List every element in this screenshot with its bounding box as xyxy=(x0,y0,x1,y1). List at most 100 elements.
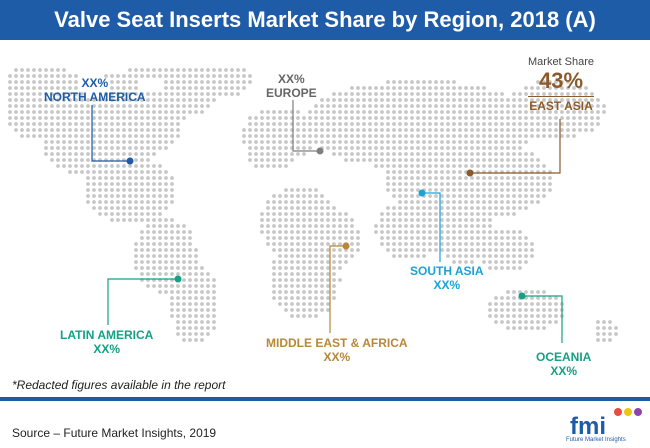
map-dot xyxy=(584,92,588,96)
map-dot xyxy=(170,314,174,318)
map-dot xyxy=(524,308,528,312)
map-dot xyxy=(512,158,516,162)
map-dot xyxy=(458,236,462,240)
map-dot xyxy=(308,284,312,288)
map-dot xyxy=(20,116,24,120)
map-dot xyxy=(158,290,162,294)
map-dot xyxy=(152,164,156,168)
map-dot xyxy=(86,152,90,156)
map-dot xyxy=(512,98,516,102)
map-dot xyxy=(428,86,432,90)
map-dot xyxy=(104,104,108,108)
map-dot xyxy=(254,128,258,132)
map-dot xyxy=(68,134,72,138)
map-dot xyxy=(458,206,462,210)
map-dot xyxy=(524,248,528,252)
map-dot xyxy=(386,98,390,102)
map-dot xyxy=(482,128,486,132)
map-dot xyxy=(200,92,204,96)
map-dot xyxy=(56,152,60,156)
map-dot xyxy=(536,200,540,204)
map-dot xyxy=(152,260,156,264)
map-dot xyxy=(338,260,342,264)
map-dot xyxy=(146,248,150,252)
map-dot xyxy=(428,188,432,192)
map-dot xyxy=(338,266,342,270)
map-dot xyxy=(512,200,516,204)
map-dot xyxy=(464,242,468,246)
map-dot xyxy=(548,98,552,102)
map-dot xyxy=(200,320,204,324)
map-dot xyxy=(56,92,60,96)
map-dot xyxy=(146,98,150,102)
map-dot xyxy=(308,314,312,318)
map-dot xyxy=(482,206,486,210)
mea-marker xyxy=(342,242,350,250)
map-dot xyxy=(434,212,438,216)
map-dot xyxy=(206,104,210,108)
map-dot xyxy=(416,254,420,258)
map-dot xyxy=(320,134,324,138)
map-dot xyxy=(290,158,294,162)
map-dot xyxy=(440,152,444,156)
map-dot xyxy=(290,242,294,246)
map-dot xyxy=(416,86,420,90)
map-dot xyxy=(410,170,414,174)
map-dot xyxy=(188,320,192,324)
map-dot xyxy=(170,284,174,288)
map-dot xyxy=(284,296,288,300)
map-dot xyxy=(116,116,120,120)
map-dot xyxy=(500,314,504,318)
map-dot xyxy=(134,134,138,138)
map-dot xyxy=(440,212,444,216)
map-dot xyxy=(482,134,486,138)
map-dot xyxy=(482,110,486,114)
map-dot xyxy=(164,140,168,144)
map-dot xyxy=(188,308,192,312)
map-dot xyxy=(254,134,258,138)
map-dot xyxy=(596,110,600,114)
map-dot xyxy=(26,68,30,72)
map-dot xyxy=(236,74,240,78)
map-dot xyxy=(272,194,276,198)
europe-label: XX% EUROPE xyxy=(266,72,317,100)
map-dot xyxy=(548,122,552,126)
map-dot xyxy=(278,122,282,126)
map-dot xyxy=(116,80,120,84)
map-dot xyxy=(326,260,330,264)
map-dot xyxy=(392,188,396,192)
map-dot xyxy=(314,260,318,264)
map-dot xyxy=(68,158,72,162)
map-dot xyxy=(314,248,318,252)
map-dot xyxy=(434,242,438,246)
map-dot xyxy=(284,272,288,276)
map-dot xyxy=(122,86,126,90)
map-dot xyxy=(278,200,282,204)
map-dot xyxy=(278,164,282,168)
map-dot xyxy=(284,248,288,252)
map-dot xyxy=(512,116,516,120)
map-dot xyxy=(188,248,192,252)
map-dot xyxy=(428,194,432,198)
map-dot xyxy=(386,212,390,216)
map-dot xyxy=(284,212,288,216)
map-dot xyxy=(152,110,156,114)
map-dot xyxy=(86,164,90,168)
map-dot xyxy=(272,296,276,300)
map-dot xyxy=(416,170,420,174)
map-dot xyxy=(44,122,48,126)
map-dot xyxy=(530,104,534,108)
map-dot xyxy=(272,260,276,264)
map-dot xyxy=(500,116,504,120)
map-dot xyxy=(488,242,492,246)
map-dot xyxy=(554,110,558,114)
map-dot xyxy=(470,242,474,246)
map-dot xyxy=(338,242,342,246)
map-dot xyxy=(506,116,510,120)
map-dot xyxy=(242,140,246,144)
map-dot xyxy=(110,170,114,174)
map-dot xyxy=(56,140,60,144)
map-dot xyxy=(284,236,288,240)
map-dot xyxy=(158,206,162,210)
map-dot xyxy=(428,152,432,156)
